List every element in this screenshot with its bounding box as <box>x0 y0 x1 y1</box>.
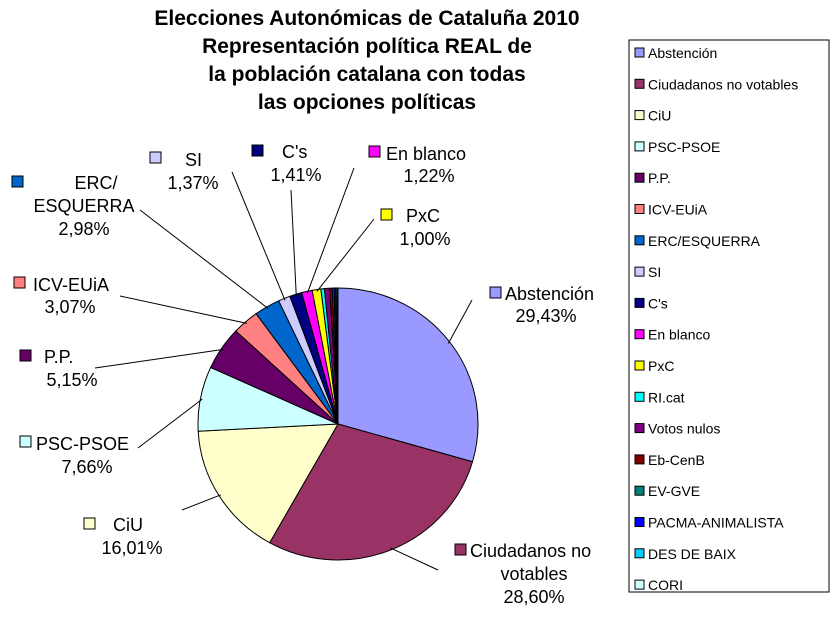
legend-label-ciu: CiU <box>648 108 671 124</box>
slice-label-ciu-1: 16,01% <box>101 538 162 558</box>
legend-box <box>628 39 830 593</box>
label-key-ciudadanos-no-votables <box>454 543 467 556</box>
slice-label-abstenci-n-1: 29,43% <box>515 306 576 326</box>
slice-label-ciudadanos-no-votables-0: Ciudadanos no <box>470 541 591 561</box>
label-key-erc-esquerra <box>11 175 24 188</box>
slice-label-c-s-0: C's <box>282 142 307 162</box>
slice-label-ciu-0: CiU <box>113 515 143 535</box>
label-key-p-p <box>19 349 32 362</box>
legend-swatch-eb-cenb <box>634 454 645 465</box>
legend-label-psc-psoe: PSC-PSOE <box>648 139 720 155</box>
label-key-c-s <box>251 144 264 157</box>
slice-label-p-p-1: 5,15% <box>46 370 97 390</box>
chart-title-line-1: Elecciones Autonómicas de Cataluña 2010 <box>154 7 579 30</box>
slice-label-c-s-1: 1,41% <box>270 165 321 185</box>
leader-line-c-s <box>290 189 297 297</box>
leader-line-pxc <box>316 218 375 292</box>
leader-line-ciudadanos-no-votables <box>390 547 439 571</box>
slice-label-ciudadanos-no-votables-2: 28,60% <box>503 587 564 607</box>
legend-label-cori: CORI <box>648 577 683 593</box>
label-key-ciu <box>83 517 96 530</box>
legend-label-votos-nulos: Votos nulos <box>648 421 720 437</box>
chart-title-line-4: las opciones políticas <box>258 91 476 114</box>
label-key-pxc <box>380 208 393 221</box>
legend-swatch-des-de-baix <box>634 548 645 559</box>
legend-entries: Abstención Ciudadanos no votables CiU PSC-P… <box>634 45 798 593</box>
legend-swatch-icv-euia <box>634 204 645 214</box>
legend-swatch-pxc <box>634 360 645 371</box>
legend-label-p-p: P.P. <box>648 170 671 186</box>
legend-label-pacma-animalista: PACMA-ANIMALISTA <box>648 515 784 531</box>
chart-title-line-2: Representación política REAL de <box>202 35 532 58</box>
legend-swatch-ev-gve <box>634 485 645 496</box>
slice-label-en-blanco-1: 1,22% <box>403 166 454 186</box>
pie-slice-ciudadanos-no-votables <box>268 423 474 561</box>
slice-label-icv-euia-0: ICV-EUiA <box>33 275 109 295</box>
label-key-si <box>149 151 162 164</box>
legend-label-ri-cat: RI.cat <box>648 389 685 405</box>
chart-title-line-3: la población catalana con todas <box>208 63 525 86</box>
legend-swatch-cori <box>634 579 645 590</box>
legend-label-ciudadanos-no-votables: Ciudadanos no votables <box>648 76 798 92</box>
slice-label-erc-esquerra-0: ERC/ <box>74 173 117 193</box>
legend-label-eb-cenb: Eb-CenB <box>648 452 705 468</box>
slice-label-ciudadanos-no-votables-1: votables <box>500 564 567 584</box>
slice-label-en-blanco-0: En blanco <box>386 144 466 164</box>
leader-line-si <box>231 171 286 301</box>
legend-label-erc-esquerra: ERC/ESQUERRA <box>648 233 761 249</box>
slice-label-si-0: SI <box>185 150 202 170</box>
leader-line-erc-esquerra <box>139 209 269 309</box>
legend-swatch-psc-psoe <box>634 141 645 152</box>
legend-label-des-de-baix: DES DE BAIX <box>648 546 737 562</box>
pie-slice-cori <box>336 287 339 425</box>
legend: Abstención Ciudadanos no votables CiU PSC-P… <box>628 39 830 593</box>
leader-line-en-blanco <box>306 167 355 294</box>
legend-swatch-p-p <box>634 172 645 183</box>
leader-line-p-p <box>94 348 224 369</box>
legend-swatch-en-blanco <box>634 329 645 340</box>
slice-label-pxc-0: PxC <box>406 206 440 226</box>
leader-line-psc-psoe <box>137 398 203 449</box>
pie-slices <box>197 287 479 561</box>
label-key-psc-psoe <box>19 435 32 448</box>
leader-line-ciu <box>181 494 222 511</box>
label-key-abstenci-n <box>489 286 502 299</box>
slice-label-pxc-1: 1,00% <box>399 229 450 249</box>
pie-slice-abstenci-n <box>337 287 479 463</box>
leader-line-icv-euia <box>119 295 248 324</box>
legend-swatch-ciudadanos-no-votables <box>634 78 645 89</box>
legend-label-ev-gve: EV-GVE <box>648 483 700 499</box>
legend-swatch-erc-esquerra <box>634 235 645 246</box>
legend-swatch-c-s <box>634 297 645 308</box>
legend-swatch-abstenci-n <box>634 47 645 58</box>
legend-swatch-ciu <box>634 110 645 121</box>
slice-label-p-p-0: P.P. <box>44 347 73 367</box>
slice-label-erc-esquerra-2: 2,98% <box>58 219 109 239</box>
slice-label-psc-psoe-0: PSC-PSOE <box>36 434 129 454</box>
legend-label-abstenci-n: Abstención <box>648 45 717 61</box>
legend-label-icv-euia: ICV-EUiA <box>648 202 708 218</box>
legend-label-en-blanco: En blanco <box>648 327 710 343</box>
legend-swatch-pacma-animalista <box>634 517 645 527</box>
legend-swatch-si <box>634 266 645 277</box>
leader-line-abstenci-n <box>447 299 473 344</box>
slice-label-abstenci-n-0: Abstención <box>505 284 594 304</box>
slice-label-psc-psoe-1: 7,66% <box>61 457 112 477</box>
legend-label-c-s: C's <box>648 295 668 311</box>
legend-swatch-votos-nulos <box>634 423 645 434</box>
legend-label-pxc: PxC <box>648 358 674 374</box>
leader-lines <box>94 167 473 571</box>
slice-label-icv-euia-1: 3,07% <box>44 297 95 317</box>
label-key-icv-euia <box>13 276 26 289</box>
label-key-en-blanco <box>368 145 381 158</box>
slice-label-si-1: 1,37% <box>167 173 218 193</box>
legend-swatch-ri-cat <box>634 391 645 402</box>
slice-label-erc-esquerra-1: ESQUERRA <box>33 196 134 216</box>
legend-label-si: SI <box>648 264 661 280</box>
